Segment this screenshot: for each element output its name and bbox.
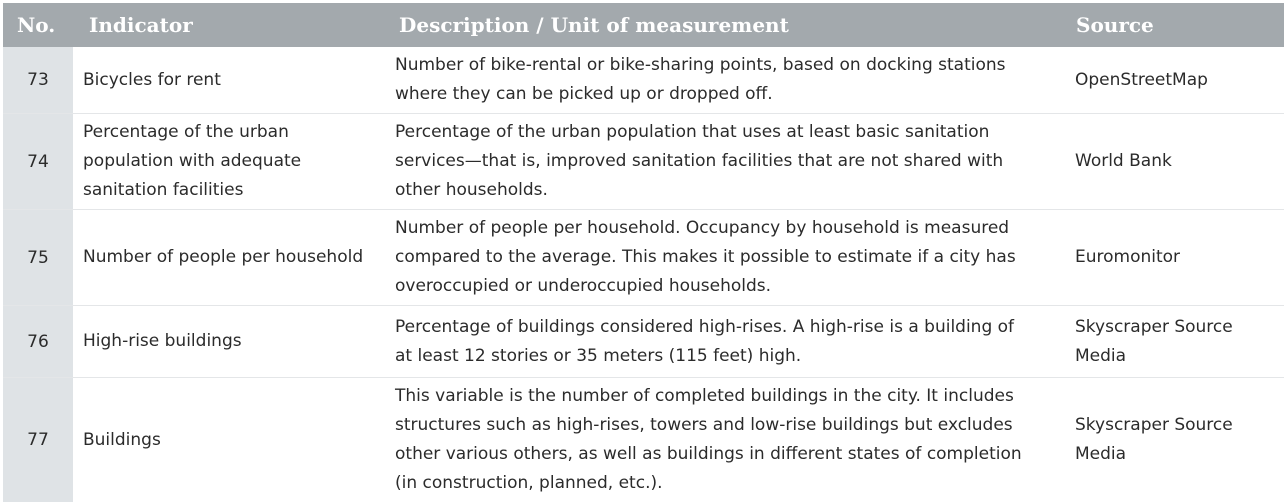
table-row: 77 Buildings This variable is the number… bbox=[3, 378, 1284, 502]
row-number: 76 bbox=[3, 306, 73, 377]
table-row: 76 High-rise buildings Percentage of bui… bbox=[3, 306, 1284, 378]
row-source: World Bank bbox=[1075, 151, 1172, 171]
row-description: Percentage of buildings considered high-… bbox=[395, 316, 1015, 366]
row-indicator: Buildings bbox=[83, 429, 161, 450]
row-number: 73 bbox=[3, 47, 73, 113]
row-indicator: High-rise buildings bbox=[83, 331, 242, 351]
table-row: 73 Bicycles for rent Number of bike-rent… bbox=[3, 47, 1284, 114]
header-description: Description / Unit of measurement bbox=[399, 13, 789, 37]
row-number: 75 bbox=[3, 210, 73, 305]
table-row: 74 Percentage of the urban population wi… bbox=[3, 114, 1284, 210]
row-description: Number of bike-rental or bike-sharing po… bbox=[395, 55, 1006, 104]
table-header: No. Indicator Description / Unit of meas… bbox=[3, 3, 1284, 47]
row-indicator: Bicycles for rent bbox=[83, 69, 221, 90]
row-source: Skyscraper Source Media bbox=[1075, 415, 1233, 464]
row-source: Skyscraper Source Media bbox=[1075, 316, 1233, 366]
row-source: OpenStreetMap bbox=[1075, 69, 1208, 90]
row-number: 74 bbox=[3, 114, 73, 209]
table-row: 75 Number of people per household Number… bbox=[3, 210, 1284, 306]
row-description: Percentage of the urban population that … bbox=[395, 122, 1004, 200]
row-indicator: Percentage of the urban population with … bbox=[83, 122, 302, 200]
header-no: No. bbox=[17, 13, 56, 37]
header-source: Source bbox=[1076, 13, 1154, 37]
row-source: Euromonitor bbox=[1075, 247, 1181, 267]
row-description: This variable is the number of completed… bbox=[395, 386, 1022, 493]
row-number: 77 bbox=[3, 378, 73, 502]
header-indicator: Indicator bbox=[89, 13, 193, 37]
indicator-table: No. Indicator Description / Unit of meas… bbox=[3, 3, 1284, 502]
row-description: Number of people per household. Occupanc… bbox=[395, 218, 1016, 296]
row-indicator: Number of people per household bbox=[83, 247, 364, 267]
